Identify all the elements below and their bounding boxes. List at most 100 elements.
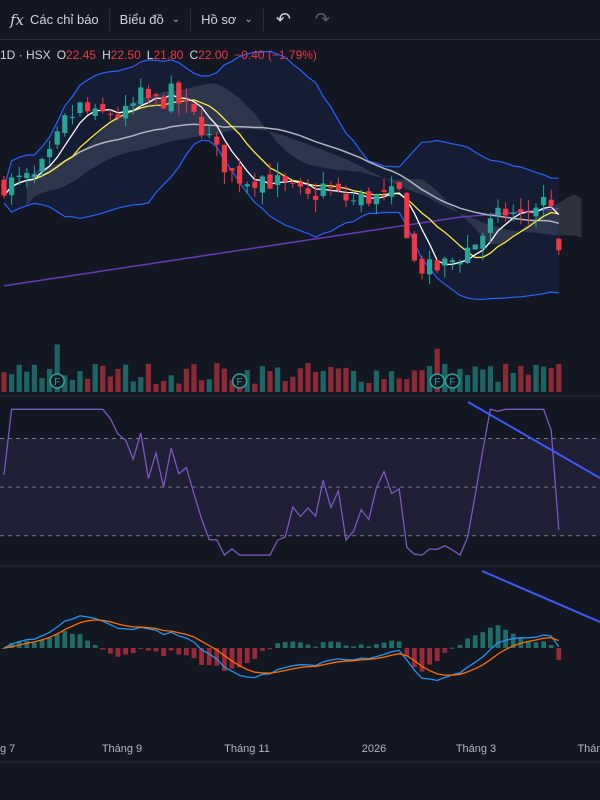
macd-histogram-bar [222, 648, 227, 671]
volume-bar [556, 364, 562, 392]
volume-bar [487, 366, 493, 392]
macd-histogram-bar [472, 635, 478, 648]
volume-bar [115, 368, 121, 392]
macd-histogram-bar [176, 648, 182, 655]
macd-histogram-bar [495, 625, 501, 648]
candle-body [404, 193, 410, 239]
candle-body [1, 179, 7, 196]
macd-histogram-bar [54, 634, 60, 648]
volume-bar [1, 372, 7, 392]
candle-body [206, 133, 212, 136]
macd-histogram-bar [488, 627, 493, 648]
volume-bar [510, 372, 516, 392]
candle-body [487, 218, 493, 233]
macd-histogram-bar [92, 644, 98, 648]
candle-body [237, 165, 243, 184]
candle-body [92, 108, 98, 116]
macd-histogram-bar [153, 648, 159, 652]
macd-histogram-bar [389, 640, 394, 648]
low-label: L [146, 48, 154, 62]
bollinger-lower [3, 139, 559, 301]
candle-body [221, 144, 227, 173]
change-value: −0.40 (−1.79%) [234, 48, 317, 62]
macd-histogram-bar [419, 648, 425, 672]
macd-histogram-bar [199, 648, 204, 665]
chart-type-button[interactable]: Biểu đồ ⌄ [110, 0, 190, 40]
close-label: C [189, 48, 199, 62]
volume-bar [138, 377, 144, 392]
chevron-down-icon: ⌄ [171, 14, 181, 25]
volume-bar [259, 366, 265, 392]
candle-body [396, 182, 402, 190]
volume-bar [351, 370, 357, 392]
event-marker: F [429, 373, 445, 389]
macd-histogram-bar [510, 633, 516, 648]
macd-histogram-bar [404, 648, 410, 657]
candle-body [389, 186, 395, 197]
macd-histogram-bar [396, 641, 402, 648]
candle-body [313, 195, 319, 200]
macd-histogram-bar [229, 648, 235, 669]
candle-body [69, 116, 75, 118]
macd-histogram-bar [138, 648, 144, 649]
macd-histogram-bar [434, 648, 440, 662]
macd-histogram-bar [351, 646, 356, 648]
open-label: O [56, 48, 67, 62]
volume-bar [130, 381, 136, 392]
event-marker-label: F [54, 377, 60, 388]
volume-bar [31, 364, 37, 392]
ohlc-legend: 1D · HSX O22.45 H22.50 L21.80 C22.00 −0.… [0, 48, 317, 66]
volume-bar [297, 368, 303, 392]
candle-body [54, 131, 60, 145]
candle-body [275, 175, 281, 185]
indicators-label: Các chỉ báo [30, 12, 99, 27]
macd-histogram-bar [168, 648, 174, 651]
candle-body [320, 183, 326, 197]
macd-histogram-bar [328, 641, 334, 648]
candle-body [123, 105, 129, 119]
candle-body [259, 176, 265, 193]
time-axis-label: 2026 [362, 743, 386, 755]
candle-body [358, 193, 364, 206]
candle-body [351, 200, 357, 202]
volume-bar [290, 376, 296, 392]
profile-button[interactable]: Hồ sơ ⌄ [191, 0, 263, 40]
redo-icon[interactable]: ↷ [314, 9, 330, 29]
candle-body [472, 244, 478, 250]
candle-body [442, 258, 448, 266]
macd-histogram-bar [320, 642, 326, 648]
candle-body [138, 87, 144, 105]
rsi-line [3, 408, 560, 557]
bollinger-upper [3, 50, 559, 188]
candle-body [457, 262, 463, 265]
event-marker: F [231, 373, 248, 389]
event-marker: F [49, 373, 65, 389]
candle-body [510, 213, 516, 215]
macd-histogram-bar [39, 640, 45, 648]
candle-body [533, 207, 539, 217]
candle-body [419, 258, 425, 274]
candle-body [465, 247, 471, 264]
volume-bar [69, 379, 75, 392]
macd-histogram-bar [252, 648, 258, 659]
candle-body [525, 211, 531, 213]
symbol-interval[interactable]: 1D · HSX [0, 48, 51, 62]
indicators-button[interactable]: fx Các chỉ báo [0, 0, 109, 40]
macd-histogram-bar [161, 648, 166, 656]
macd-histogram-bar [305, 644, 311, 648]
undo-icon[interactable]: ↶ [275, 9, 291, 29]
volume-bar [153, 383, 159, 392]
candle-body [282, 176, 288, 182]
macd-histogram-bar [457, 644, 463, 648]
candle-body [373, 194, 379, 205]
candle-body [297, 182, 303, 187]
macd-histogram-bar [123, 648, 128, 655]
macd-histogram-bar [548, 645, 554, 648]
volume-bar [92, 364, 98, 392]
macd-histogram-bar [533, 642, 539, 648]
volume-bar [176, 383, 182, 392]
candle-body [328, 187, 334, 189]
candle-body [229, 168, 235, 171]
chart-type-label: Biểu đồ [119, 12, 164, 27]
